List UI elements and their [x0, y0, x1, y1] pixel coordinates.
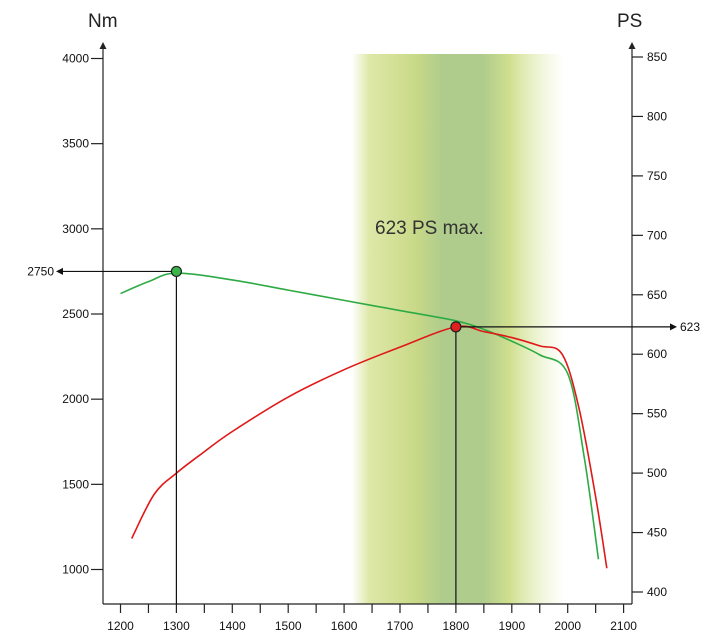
right-y-tick-label: 600 [647, 347, 667, 361]
torque-marker-label: 2750 [27, 264, 54, 278]
marker-arrow [670, 323, 677, 331]
right-y-tick-label: 450 [647, 526, 667, 540]
right-y-tick-label: 800 [647, 109, 667, 123]
x-tick-label: 2100 [610, 619, 637, 633]
right-axis-unit-label: PS [617, 11, 642, 32]
x-tick-label: 2000 [554, 619, 581, 633]
right-y-tick-label: 650 [647, 288, 667, 302]
left-y-tick-label: 3500 [62, 137, 89, 151]
x-tick-label: 1400 [219, 619, 246, 633]
right-y-tick-label: 400 [647, 585, 667, 599]
data-point-marker [170, 265, 182, 278]
x-tick-label: 1800 [443, 619, 470, 633]
torque-curve [120, 272, 600, 560]
right-y-axis-arrow [628, 42, 636, 49]
right-y-tick-label: 700 [647, 228, 667, 242]
right-y-tick-label: 550 [647, 407, 667, 421]
marker-arrow [56, 267, 63, 275]
left-y-tick-label: 4000 [62, 52, 89, 66]
x-tick-label: 1700 [387, 619, 414, 633]
left-y-tick-label: 2500 [62, 307, 89, 321]
left-y-tick-label: 3000 [62, 222, 89, 236]
power-curve [130, 325, 608, 569]
right-y-tick-label: 500 [647, 466, 667, 480]
data-point-marker [450, 321, 462, 333]
series [120, 272, 608, 569]
x-tick-label: 1600 [331, 619, 358, 633]
left-y-tick-label: 1500 [62, 477, 89, 491]
left-axis-unit-label: Nm [88, 11, 118, 32]
x-tick-label: 1500 [275, 619, 302, 633]
x-tick-label: 1900 [498, 619, 525, 633]
left-y-tick-label: 2000 [62, 392, 89, 406]
max-power-band-label: 623 PS max. [375, 218, 484, 239]
left-y-axis-arrow [99, 42, 107, 49]
right-y-tick-label: 850 [647, 50, 667, 64]
axes: 1000 1500 2000 2500 3000 3500 4000 400 450 500 550… [62, 42, 667, 633]
x-tick-label: 1300 [163, 619, 190, 633]
power-marker-label: 623 [680, 320, 700, 334]
left-y-tick-label: 1000 [62, 563, 89, 577]
x-tick-label: 1200 [107, 619, 134, 633]
right-y-tick-label: 750 [647, 169, 667, 183]
markers: 2750 623 [27, 264, 700, 604]
